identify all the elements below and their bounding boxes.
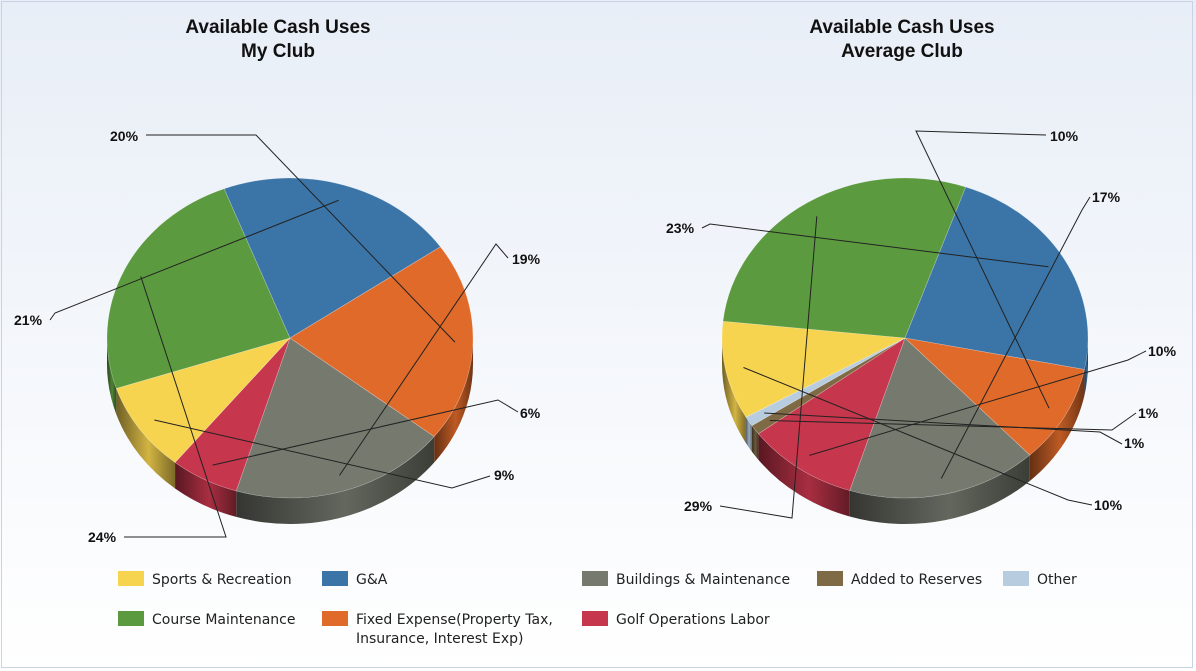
legend-item-sports-recreation: Sports & Recreation	[118, 571, 292, 588]
slice-course-maintenance	[722, 177, 967, 339]
legend-swatch-added-to-reserves	[817, 571, 843, 586]
slice-side-added-to-reserves	[751, 425, 759, 460]
legend-item-other: Other	[1003, 571, 1077, 588]
legend-label-fixed-expense-property-tax-insurance-interest-exp-line-1: Fixed Expense(Property Tax,	[356, 612, 553, 628]
slice-label-sports-recreation: 9%	[494, 467, 515, 483]
legend-item-g-a: G&A	[322, 571, 388, 588]
chart-title-line-2: My Club	[241, 41, 315, 62]
legend-item-added-to-reserves: Added to Reserves	[817, 571, 982, 588]
leader-line-fixed-expense-property-tax-insurance-interest-exp	[146, 134, 456, 343]
slice-label-g-a: 21%	[14, 312, 43, 328]
slice-label-added-to-reserves: 1%	[1138, 405, 1159, 421]
legend-label-g-a: G&A	[356, 572, 388, 588]
legend-item-course-maintenance: Course Maintenance	[118, 611, 296, 628]
leader-line-g-a	[701, 223, 1049, 268]
slice-buildings-maintenance	[235, 337, 435, 499]
slice-label-fixed-expense-property-tax-insurance-interest-exp: 20%	[110, 128, 139, 144]
slice-buildings-maintenance	[849, 337, 1031, 499]
slice-fixed-expense-property-tax-insurance-interest-exp	[904, 337, 1085, 456]
leader-line-sports-recreation	[154, 419, 491, 489]
slice-side-buildings-maintenance	[236, 436, 435, 524]
slice-label-buildings-maintenance: 17%	[1092, 189, 1121, 205]
leader-line-golf-operations-labor	[212, 399, 519, 466]
leader-line-golf-operations-labor	[809, 350, 1147, 456]
slice-side-g-a	[1084, 338, 1088, 396]
slice-label-buildings-maintenance: 19%	[512, 251, 541, 267]
slice-side-golf-operations-labor	[175, 462, 237, 517]
legend-item-buildings-maintenance: Buildings & Maintenance	[582, 571, 790, 588]
legend-label-golf-operations-labor: Golf Operations Labor	[616, 612, 770, 628]
slice-sports-recreation	[721, 320, 907, 418]
leader-line-other	[764, 412, 1123, 445]
legend-label-added-to-reserves: Added to Reserves	[851, 572, 982, 588]
legend-label-buildings-maintenance: Buildings & Maintenance	[616, 572, 790, 588]
slice-sports-recreation	[115, 337, 291, 463]
slice-side-sports-recreation	[722, 338, 746, 444]
legend: Sports & Recreation G&A Buildings & Mainte…	[118, 571, 1077, 647]
legend-label-course-maintenance: Course Maintenance	[152, 612, 296, 628]
slice-label-other: 1%	[1124, 435, 1145, 451]
slice-side-fixed-expense-property-tax-insurance-interest-exp	[434, 338, 473, 463]
slice-side-buildings-maintenance	[849, 455, 1030, 524]
slice-label-golf-operations-labor: 6%	[520, 405, 541, 421]
slice-side-course-maintenance	[107, 338, 117, 415]
legend-item-golf-operations-labor: Golf Operations Labor	[582, 611, 770, 628]
legend-swatch-sports-recreation	[118, 571, 144, 586]
slice-label-sports-recreation: 10%	[1094, 497, 1123, 513]
leader-line-fixed-expense-property-tax-insurance-interest-exp	[915, 130, 1050, 409]
legend-swatch-buildings-maintenance	[582, 571, 608, 586]
slice-side-other	[745, 417, 752, 452]
leader-line-added-to-reserves	[769, 412, 1137, 431]
slice-side-sports-recreation	[116, 388, 176, 489]
legend-label-fixed-expense-property-tax-insurance-interest-exp-line-2: Insurance, Interest Exp)	[356, 631, 523, 647]
leader-line-buildings-maintenance	[339, 243, 509, 476]
slice-golf-operations-labor	[174, 337, 291, 492]
slice-fixed-expense-property-tax-insurance-interest-exp	[289, 246, 474, 437]
legend-swatch-course-maintenance	[118, 611, 144, 626]
slice-golf-operations-labor	[757, 337, 906, 491]
slice-other	[745, 337, 906, 426]
slice-label-course-maintenance: 29%	[684, 498, 713, 514]
pie-sides	[722, 338, 1088, 524]
legend-swatch-g-a	[322, 571, 348, 586]
chart-title-line-2: Average Club	[841, 41, 963, 62]
slice-label-g-a: 23%	[666, 220, 695, 236]
pie-chart-2: Available Cash Uses Average Club 17% 10% 1% 1…	[666, 17, 1177, 524]
slice-g-a	[223, 177, 441, 339]
leader-line-course-maintenance	[124, 276, 227, 538]
slice-side-fixed-expense-property-tax-insurance-interest-exp	[1029, 369, 1085, 482]
leader-line-buildings-maintenance	[940, 196, 1091, 479]
slice-label-fixed-expense-property-tax-insurance-interest-exp: 10%	[1050, 128, 1079, 144]
legend-swatch-fixed-expense-property-tax-insurance-interest-exp	[322, 611, 348, 626]
chart-title-line-1: Available Cash Uses	[185, 17, 370, 38]
leader-line-g-a	[49, 199, 339, 321]
pie-sides	[107, 338, 473, 524]
legend-swatch-golf-operations-labor	[582, 611, 608, 626]
leader-line-course-maintenance	[719, 216, 818, 519]
legend-label-other: Other	[1037, 572, 1077, 588]
leader-line-sports-recreation	[743, 367, 1093, 506]
slice-g-a	[904, 186, 1089, 370]
legend-item-fixed-expense-property-tax-insurance-interest-exp: Fixed Expense(Property Tax, Insurance, In…	[322, 611, 553, 647]
pie-chart-1: Available Cash Uses My Club 19% 6% 9% 24% 21% 2…	[14, 17, 541, 545]
legend-swatch-other	[1003, 571, 1029, 586]
slice-side-golf-operations-labor	[758, 433, 850, 517]
slice-label-golf-operations-labor: 10%	[1148, 343, 1177, 359]
legend-label-sports-recreation: Sports & Recreation	[152, 572, 292, 588]
chart-title-line-1: Available Cash Uses	[809, 17, 994, 38]
slice-course-maintenance	[106, 188, 291, 389]
slice-added-to-reserves	[751, 337, 906, 435]
slice-label-course-maintenance: 24%	[88, 529, 117, 545]
